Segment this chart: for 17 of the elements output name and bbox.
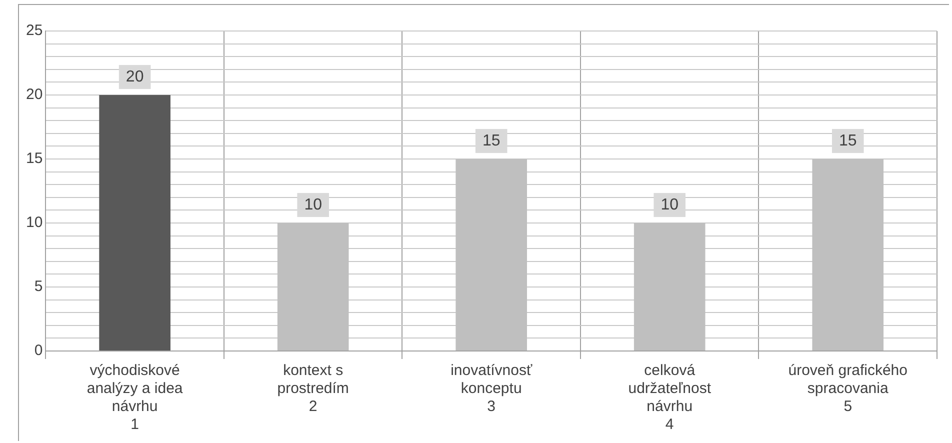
x-tick-label: úroveň grafického spracovania 5 [788, 362, 908, 416]
x-tick-label: inovatívnosť konceptu 3 [450, 362, 532, 416]
y-tick-label: 15 [26, 150, 43, 168]
y-tick-label: 20 [26, 86, 43, 104]
data-label: 15 [482, 132, 500, 150]
y-tick-label: 25 [26, 22, 43, 40]
y-tick-label: 5 [34, 278, 43, 296]
x-tick-label: kontext s prostredím 2 [277, 362, 349, 416]
data-label: 10 [304, 196, 322, 214]
y-tick-label: 10 [26, 214, 43, 232]
x-tick-label: východiskové analýzy a idea návrhu 1 [86, 362, 184, 434]
bar [99, 95, 170, 350]
y-tick-label: 0 [34, 342, 43, 360]
x-tick-label: celková udržateľnost návrhu 4 [628, 362, 712, 434]
data-label: 15 [838, 132, 857, 150]
data-label: 10 [660, 196, 679, 214]
data-label: 20 [126, 68, 144, 86]
